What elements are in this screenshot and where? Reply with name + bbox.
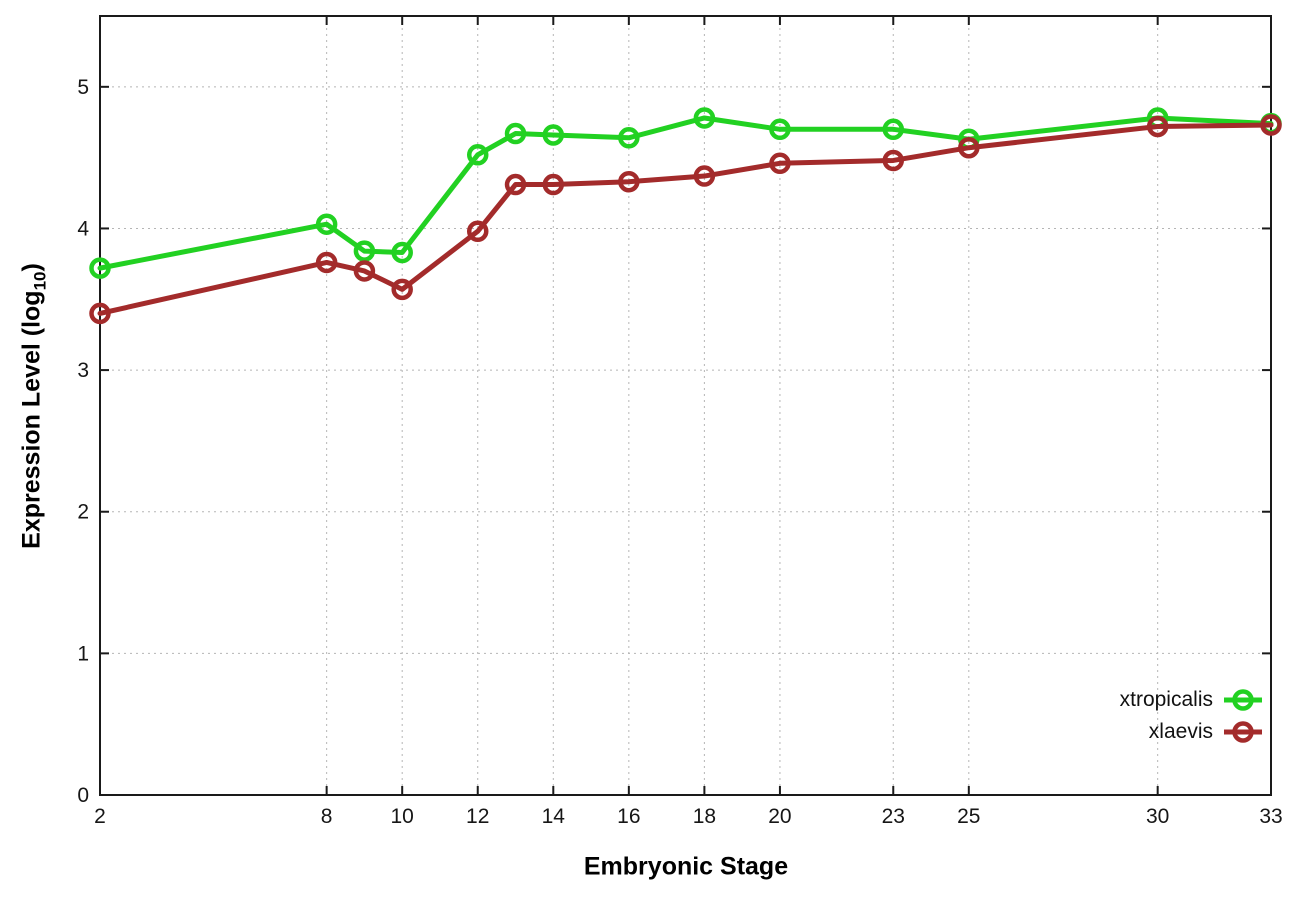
series-line-xtropicalis <box>97 115 1274 271</box>
legend: xtropicalis xlaevis <box>1120 685 1264 747</box>
x-tick-label: 12 <box>466 805 489 828</box>
data-point-xtropicalis <box>882 118 905 141</box>
y-tick-label: 1 <box>77 642 89 665</box>
x-tick-label: 23 <box>882 805 905 828</box>
data-point-xlaevis <box>466 220 489 243</box>
data-point-xlaevis <box>693 165 716 187</box>
x-tick-label: 20 <box>768 805 791 828</box>
data-point-xlaevis <box>353 260 376 282</box>
data-point-xlaevis <box>618 170 640 193</box>
data-point-xtropicalis <box>89 257 111 279</box>
data-point-xtropicalis <box>466 144 489 166</box>
x-tick-label: 30 <box>1146 805 1169 828</box>
y-tick-label: 0 <box>77 784 89 807</box>
data-point-xtropicalis <box>315 213 338 235</box>
legend-label-xlaevis: xlaevis <box>1148 720 1213 743</box>
y-tick-label: 2 <box>77 501 89 524</box>
data-point-xlaevis <box>542 173 565 196</box>
x-tick-label: 14 <box>542 805 566 828</box>
legend-item-xtropicalis: xtropicalis <box>1120 685 1264 715</box>
data-point-xtropicalis <box>769 118 791 141</box>
y-axis-title-subscript: 10 <box>30 271 50 291</box>
series-line-xlaevis <box>97 122 1274 316</box>
y-tick-label: 4 <box>77 217 89 240</box>
legend-marker-xtropicalis-icon <box>1224 689 1262 711</box>
legend-label-xtropicalis: xtropicalis <box>1119 688 1213 711</box>
data-point-xlaevis <box>882 149 905 172</box>
y-axis-title: Expression Level (log10) <box>18 263 51 549</box>
data-point-xtropicalis <box>542 124 565 146</box>
x-tick-label: 25 <box>957 805 980 828</box>
data-point-xlaevis <box>1260 114 1282 136</box>
data-point-xlaevis <box>958 136 980 159</box>
data-point-xtropicalis <box>504 122 527 145</box>
x-tick-label: 8 <box>321 805 333 828</box>
data-point-xlaevis <box>769 152 791 175</box>
data-point-xtropicalis <box>618 127 640 149</box>
data-point-xtropicalis <box>693 107 716 129</box>
x-tick-label: 18 <box>693 805 716 828</box>
y-axis-title-end: ) <box>17 263 46 272</box>
data-point-xlaevis <box>89 302 111 325</box>
x-axis-title: Embryonic Stage <box>583 852 789 881</box>
x-tick-label: 33 <box>1259 805 1282 828</box>
data-point-xlaevis <box>391 278 413 301</box>
y-tick-label: 5 <box>77 76 89 99</box>
y-axis-title-main: Expression Level (log <box>17 290 46 549</box>
legend-item-xlaevis: xlaevis <box>1120 717 1264 747</box>
data-point-xlaevis <box>315 251 338 274</box>
x-tick-label: 10 <box>391 805 414 828</box>
data-point-xtropicalis <box>353 240 376 262</box>
legend-marker-xlaevis-icon <box>1224 721 1262 743</box>
data-point-xtropicalis <box>391 241 413 264</box>
x-tick-label: 16 <box>617 805 640 828</box>
data-point-xlaevis <box>1146 115 1169 138</box>
y-tick-label: 3 <box>77 359 89 382</box>
plot-border <box>99 15 1272 796</box>
data-point-xlaevis <box>504 173 527 196</box>
x-tick-label: 2 <box>94 805 106 828</box>
